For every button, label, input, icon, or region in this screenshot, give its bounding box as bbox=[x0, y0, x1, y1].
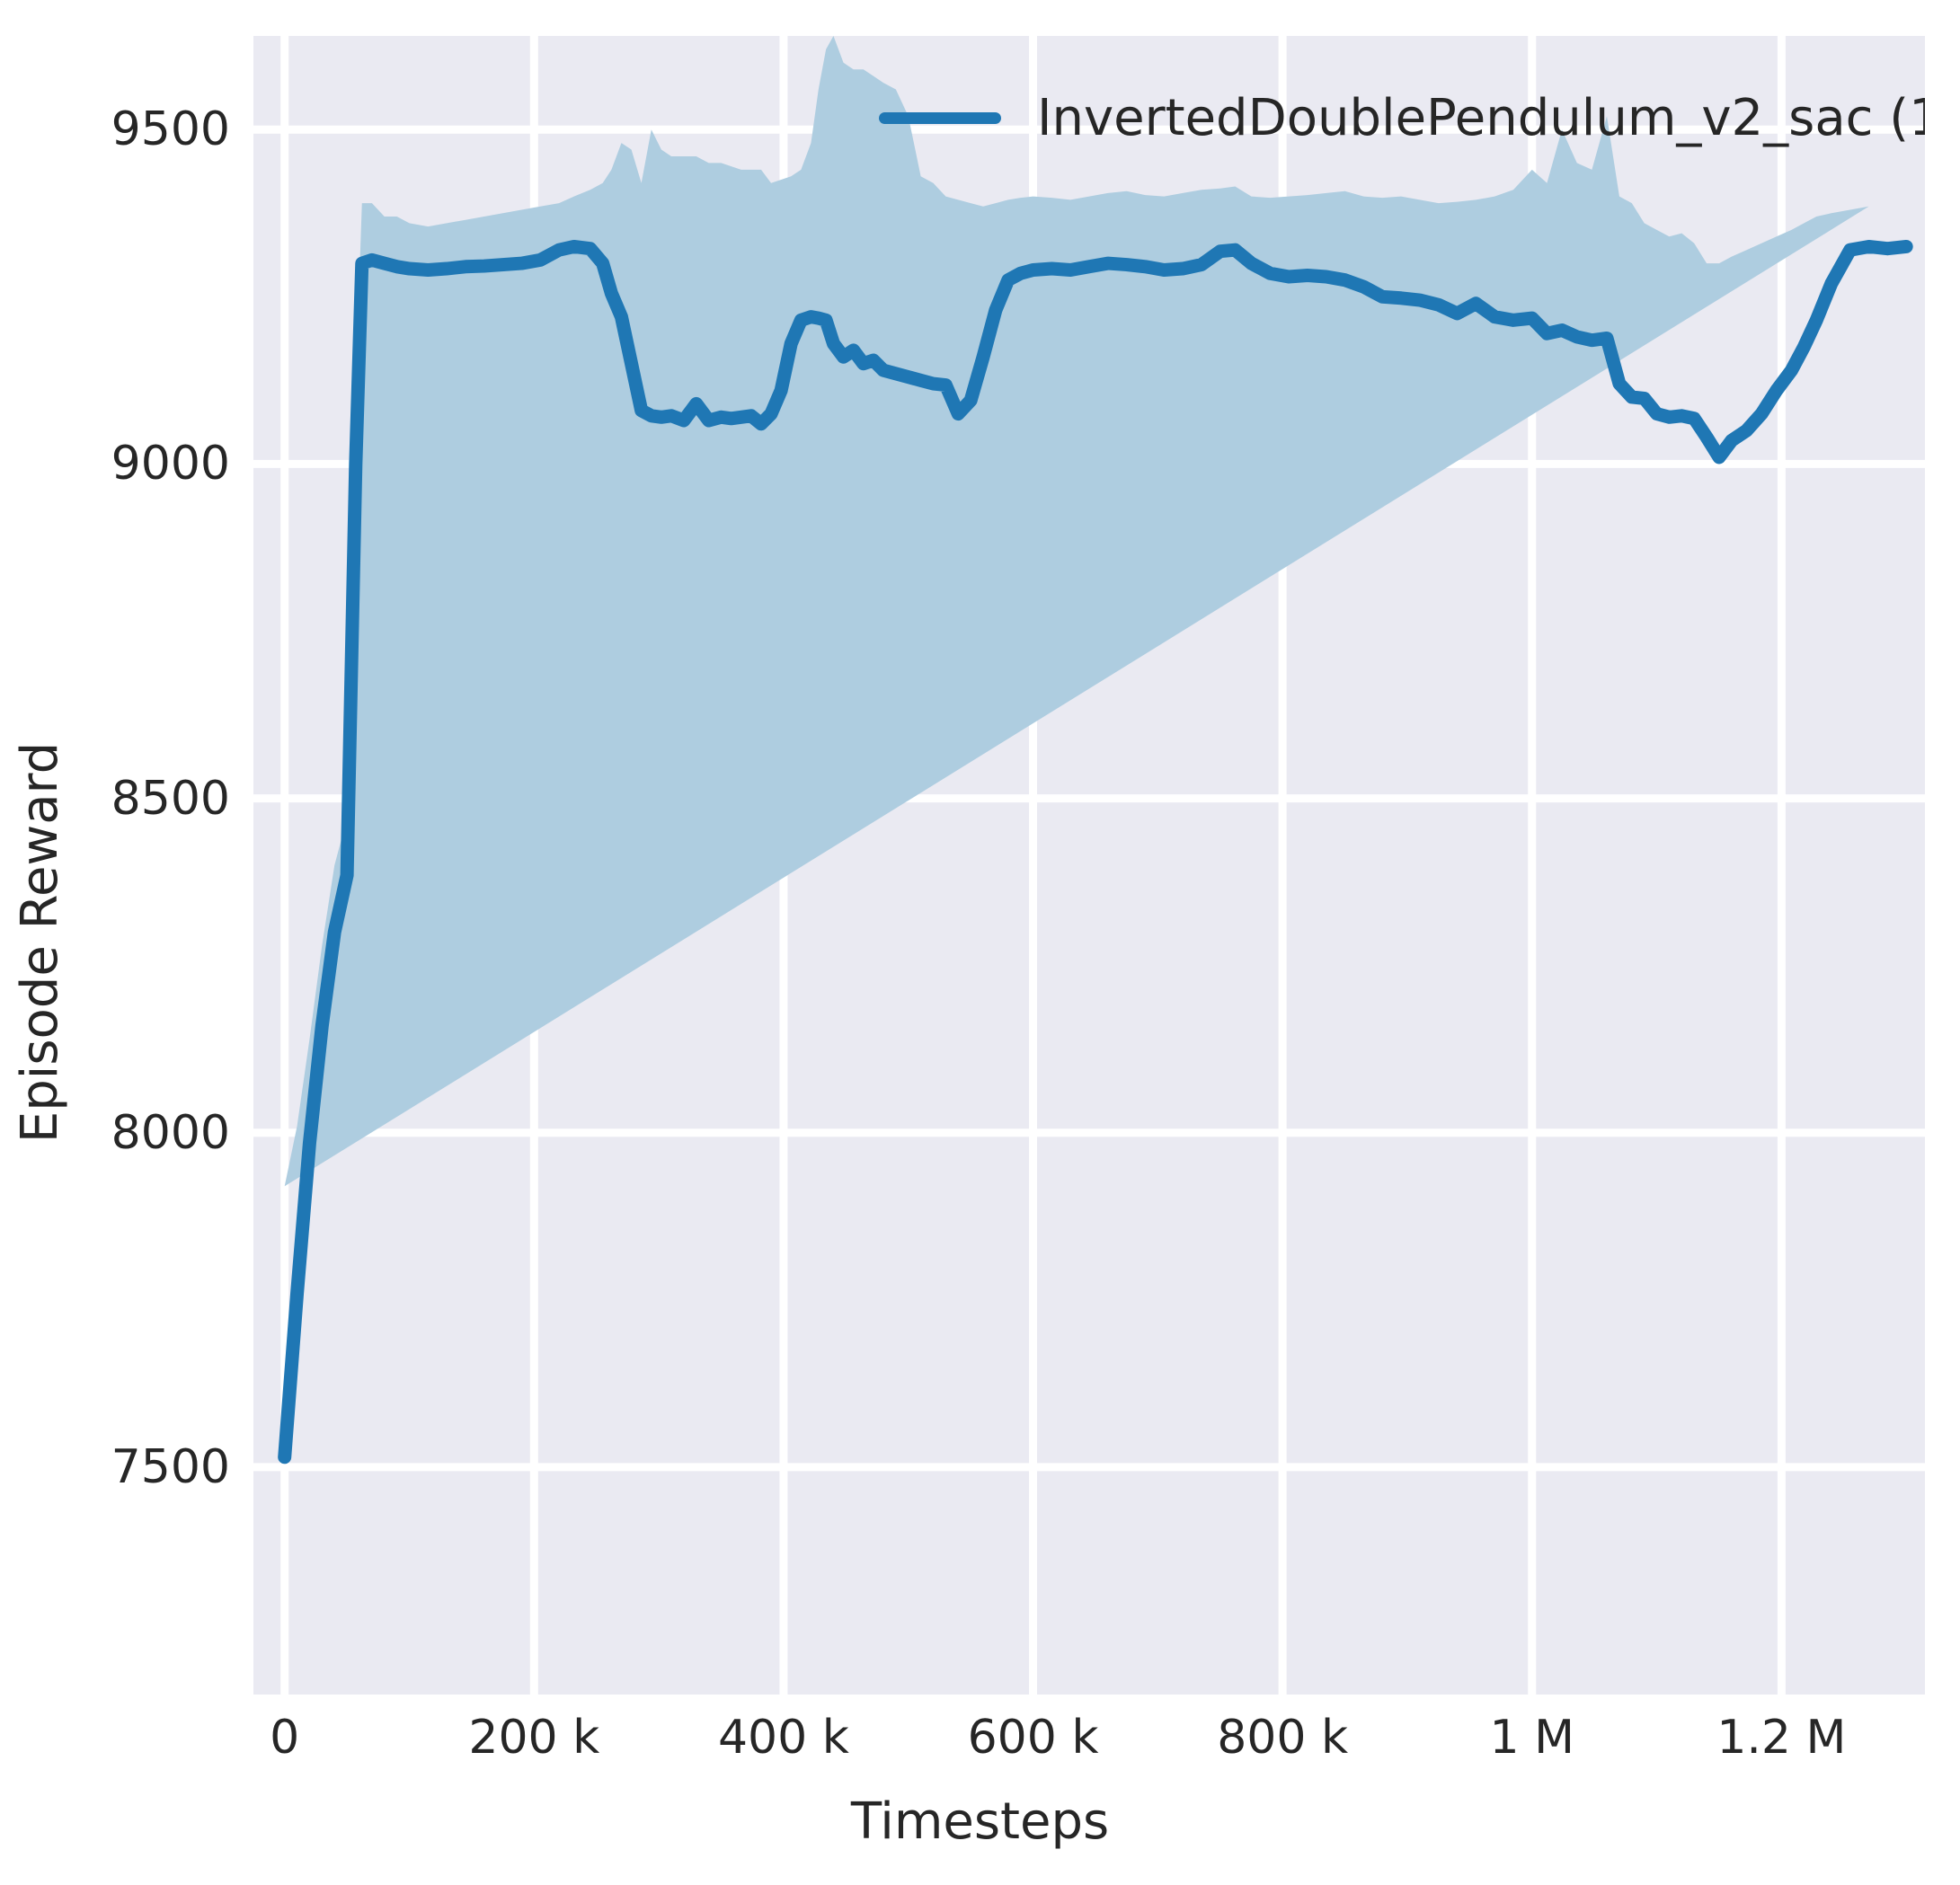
legend-color-swatch bbox=[879, 111, 1001, 124]
y-axis-tick-labels: 7500 8000 8500 9000 9500 bbox=[0, 0, 230, 1885]
x-axis-tick-label: 800 k bbox=[1217, 1711, 1349, 1765]
x-axis-title: Timesteps bbox=[850, 1792, 1110, 1851]
plot-area: InvertedDoublePendulum_v2_sac (10) bbox=[253, 36, 1925, 1695]
x-axis-tick-label: 1 M bbox=[1489, 1711, 1574, 1765]
y-axis-tick-label: 8500 bbox=[111, 771, 230, 826]
x-axis-tick-label: 600 k bbox=[967, 1711, 1099, 1765]
legend[interactable]: InvertedDoublePendulum_v2_sac (10) bbox=[874, 79, 1925, 156]
plot-svg bbox=[253, 36, 1925, 1695]
y-axis-tick-label: 7500 bbox=[111, 1439, 230, 1494]
y-axis-tick-label: 9500 bbox=[111, 102, 230, 157]
y-axis-title: Episode Reward bbox=[11, 741, 69, 1144]
y-axis-tick-label: 8000 bbox=[111, 1105, 230, 1160]
series-line bbox=[278, 239, 1913, 1465]
x-axis-tick-label: 400 k bbox=[717, 1711, 849, 1765]
x-axis-tick-label: 0 bbox=[270, 1711, 300, 1765]
y-axis-tick-label: 9000 bbox=[111, 437, 230, 491]
x-axis-tick-label: 200 k bbox=[468, 1711, 600, 1765]
legend-label: InvertedDoublePendulum_v2_sac (10) bbox=[1037, 88, 1925, 147]
confidence-band bbox=[284, 36, 1869, 1187]
x-axis-tick-label: 1.2 M bbox=[1716, 1711, 1847, 1765]
